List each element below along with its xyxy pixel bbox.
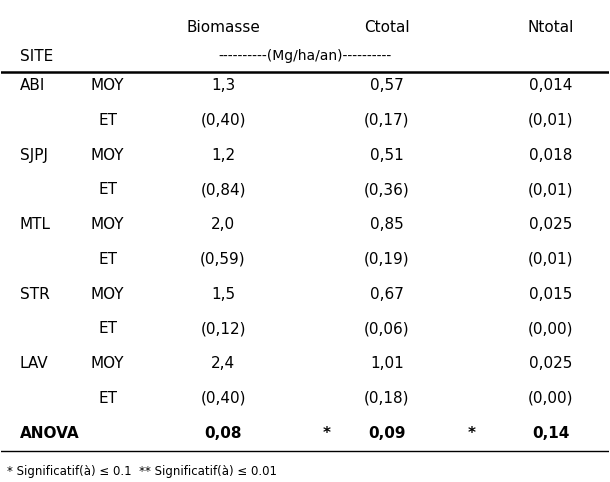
Text: 0,14: 0,14 — [533, 426, 570, 441]
Text: ET: ET — [98, 391, 117, 406]
Text: 1,01: 1,01 — [370, 356, 404, 371]
Text: LAV: LAV — [20, 356, 48, 371]
Text: 0,67: 0,67 — [370, 287, 404, 302]
Text: 2,4: 2,4 — [211, 356, 235, 371]
Text: (0,00): (0,00) — [528, 321, 573, 336]
Text: MOY: MOY — [91, 287, 124, 302]
Text: (0,01): (0,01) — [528, 113, 573, 128]
Text: ET: ET — [98, 182, 117, 198]
Text: (0,00): (0,00) — [528, 391, 573, 406]
Text: 0,51: 0,51 — [370, 147, 404, 163]
Text: MOY: MOY — [91, 217, 124, 232]
Text: MOY: MOY — [91, 78, 124, 93]
Text: (0,06): (0,06) — [364, 321, 410, 336]
Text: (0,40): (0,40) — [200, 391, 246, 406]
Text: MOY: MOY — [91, 356, 124, 371]
Text: 1,5: 1,5 — [211, 287, 235, 302]
Text: *: * — [468, 426, 476, 441]
Text: *: * — [322, 426, 330, 441]
Text: (0,19): (0,19) — [364, 252, 410, 267]
Text: * Significatif(à) ≤ 0.1  ** Significatif(à) ≤ 0.01: * Significatif(à) ≤ 0.1 ** Significatif(… — [7, 465, 278, 478]
Text: 2,0: 2,0 — [211, 217, 235, 232]
Text: 1,3: 1,3 — [211, 78, 235, 93]
Text: (0,59): (0,59) — [200, 252, 246, 267]
Text: (0,40): (0,40) — [200, 113, 246, 128]
Text: (0,36): (0,36) — [364, 182, 410, 198]
Text: (0,84): (0,84) — [200, 182, 246, 198]
Text: MTL: MTL — [20, 217, 51, 232]
Text: 0,025: 0,025 — [529, 356, 573, 371]
Text: STR: STR — [20, 287, 49, 302]
Text: 0,57: 0,57 — [370, 78, 404, 93]
Text: (0,01): (0,01) — [528, 182, 573, 198]
Text: (0,18): (0,18) — [364, 391, 410, 406]
Text: (0,12): (0,12) — [200, 321, 246, 336]
Text: (0,01): (0,01) — [528, 252, 573, 267]
Text: 0,018: 0,018 — [529, 147, 573, 163]
Text: ABI: ABI — [20, 78, 45, 93]
Text: 0,08: 0,08 — [204, 426, 242, 441]
Text: ET: ET — [98, 252, 117, 267]
Text: SITE: SITE — [20, 49, 53, 64]
Text: ANOVA: ANOVA — [20, 426, 79, 441]
Text: MOY: MOY — [91, 147, 124, 163]
Text: 0,09: 0,09 — [368, 426, 406, 441]
Text: 0,025: 0,025 — [529, 217, 573, 232]
Text: SJPJ: SJPJ — [20, 147, 48, 163]
Text: 0,015: 0,015 — [529, 287, 573, 302]
Text: ET: ET — [98, 321, 117, 336]
Text: ET: ET — [98, 113, 117, 128]
Text: Ctotal: Ctotal — [364, 20, 410, 35]
Text: Ntotal: Ntotal — [528, 20, 574, 35]
Text: ----------(Mg/ha/an)----------: ----------(Mg/ha/an)---------- — [218, 49, 392, 63]
Text: 0,85: 0,85 — [370, 217, 404, 232]
Text: Biomasse: Biomasse — [186, 20, 260, 35]
Text: (0,17): (0,17) — [364, 113, 410, 128]
Text: 1,2: 1,2 — [211, 147, 235, 163]
Text: 0,014: 0,014 — [529, 78, 573, 93]
